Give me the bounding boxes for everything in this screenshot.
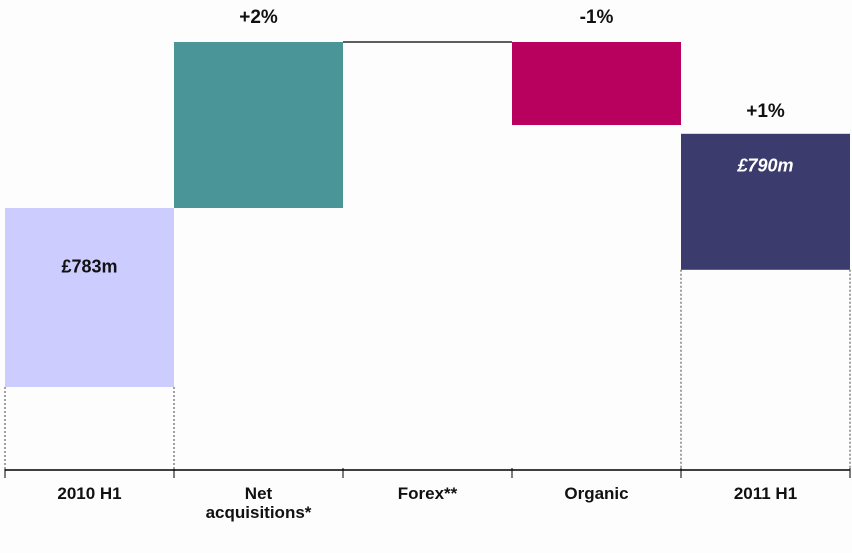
step-bar (512, 42, 681, 125)
value-label: £783m (61, 256, 117, 276)
value-label: -1% (580, 7, 614, 28)
total-bar (681, 133, 850, 270)
value-label: +2% (239, 7, 278, 28)
step-bar (174, 42, 343, 208)
total-bar (5, 208, 174, 387)
change-label: +1% (746, 101, 785, 122)
x-tick-label: Net acquisitions* (205, 484, 312, 522)
x-tick-label: Organic (564, 484, 629, 503)
x-tick-label: Forex** (397, 484, 458, 503)
x-tick-label: 2011 H1 (733, 484, 798, 503)
x-tick-label: 2010 H1 (57, 484, 122, 503)
value-label: £790m (736, 156, 793, 176)
